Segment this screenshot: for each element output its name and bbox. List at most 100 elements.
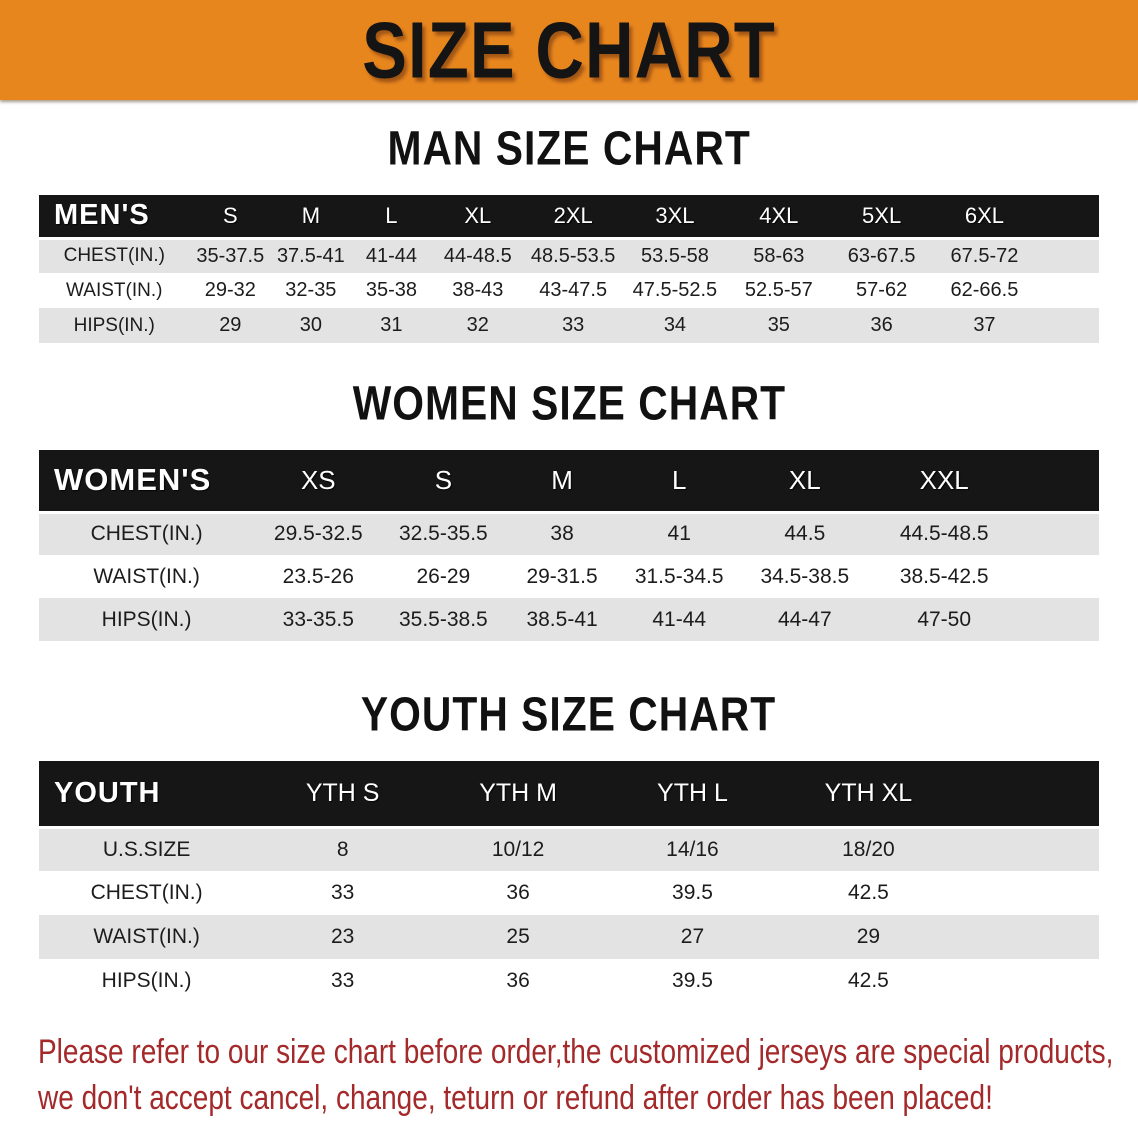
- column-header: XXL: [871, 450, 1018, 514]
- size-value-cell: 47-50: [917, 607, 972, 631]
- row-filler-cell: [957, 827, 1099, 871]
- size-value-cell: 41-44: [365, 244, 417, 267]
- size-value-cell: 57-62: [856, 279, 908, 301]
- disclaimer-line: we don't accept cancel, change, teturn o…: [38, 1078, 993, 1117]
- row-label: CHEST(IN.): [63, 245, 165, 267]
- size-value-cell: 38-43: [452, 279, 504, 301]
- youth-size-table: YOUTH YTH S YTH M YTH L YTH XL U.S.SIZE 8 10/12…: [39, 761, 1099, 1003]
- size-value-cell: 41-44: [652, 607, 707, 631]
- size-value-cell: 37: [973, 314, 996, 336]
- table-row: WAIST(IN.) 23 25 27 29: [39, 915, 1099, 959]
- size-value-cell: 34: [663, 314, 687, 336]
- column-header: M: [271, 195, 351, 240]
- size-value-cell: 43-47.5: [539, 279, 608, 301]
- size-value-cell: 52.5-57: [744, 279, 813, 301]
- row-filler-cell: [1017, 555, 1099, 598]
- size-value-cell: 23: [331, 925, 355, 948]
- row-label: WAIST(IN.): [93, 564, 200, 588]
- column-header: L: [619, 450, 739, 514]
- row-filler-cell: [1036, 273, 1099, 308]
- table-row: CHEST(IN.) 33 36 39.5 42.5: [39, 871, 1099, 915]
- size-value-cell: 27: [680, 925, 705, 948]
- size-value-cell: 33-35.5: [282, 607, 354, 631]
- size-value-cell: 48.5-53.5: [530, 244, 616, 267]
- size-value-cell: 33: [562, 314, 585, 336]
- column-header: 6XL: [932, 195, 1037, 240]
- size-value-cell: 36: [506, 969, 530, 992]
- table-row: WAIST(IN.) 23.5-26 26-29 29-31.5 31.5-34.5 34…: [39, 555, 1099, 598]
- size-table-header-row: WOMEN'S XS S M L XL XXL: [39, 450, 1099, 514]
- row-filler-cell: [1017, 598, 1099, 641]
- size-value-cell: 29.5-32.5: [273, 522, 363, 546]
- column-header: XL: [738, 450, 872, 514]
- size-table-header-row: MEN'S S M L XL 2XL 3XL 4XL 5XL 6XL: [39, 195, 1099, 240]
- column-header: S: [189, 195, 272, 240]
- row-filler-cell: [1036, 238, 1099, 273]
- size-value-cell: 29: [219, 314, 242, 336]
- row-label: WAIST(IN.): [66, 279, 163, 301]
- row-label: CHEST(IN.): [90, 881, 203, 904]
- table-title-cell: MEN'S: [39, 195, 190, 240]
- size-value-cell: 35-37.5: [196, 244, 265, 267]
- women-size-table: WOMEN'S XS S M L XL XXL CHEST(IN.) 29.5-32.5 32.5…: [39, 450, 1099, 641]
- size-value-cell: 36: [506, 881, 530, 904]
- size-value-cell: 38.5-41: [526, 607, 598, 631]
- size-value-cell: 30: [299, 314, 322, 336]
- size-value-cell: 29-31.5: [526, 564, 598, 588]
- column-header: XL: [432, 195, 524, 240]
- size-value-cell: 44.5: [784, 522, 826, 546]
- size-value-cell: 29-32: [204, 279, 256, 301]
- table-row: HIPS(IN.) 33 36 39.5 42.5: [39, 959, 1099, 1003]
- row-label: CHEST(IN.): [90, 522, 203, 546]
- size-value-cell: 32-35: [285, 279, 337, 301]
- size-value-cell: 67.5-72: [950, 244, 1019, 267]
- column-header: 5XL: [830, 195, 933, 240]
- table-row: HIPS(IN.) 33-35.5 35.5-38.5 38.5-41 41-44 44-…: [39, 598, 1099, 641]
- row-filler-cell: [957, 915, 1099, 959]
- header-filler-cell: [956, 761, 1099, 829]
- row-filler-cell: [957, 959, 1099, 1003]
- header-filler-cell: [1036, 195, 1099, 240]
- column-header: M: [504, 450, 620, 514]
- men-size-table: MEN'S S M L XL 2XL 3XL 4XL 5XL 6XL CHEST(IN.) 35-37…: [39, 195, 1099, 343]
- size-value-cell: 53.5-58: [641, 244, 709, 267]
- size-value-cell: 35: [767, 314, 790, 336]
- column-header: YTH XL: [779, 761, 957, 829]
- size-value-cell: 33: [331, 881, 355, 904]
- row-label: HIPS(IN.): [101, 969, 192, 992]
- table-row: CHEST(IN.) 35-37.5 37.5-41 41-44 44-48.5 48.5…: [39, 238, 1099, 273]
- size-value-cell: 47.5-52.5: [632, 279, 718, 301]
- row-filler-cell: [1036, 308, 1099, 343]
- size-value-cell: 25: [506, 925, 530, 948]
- column-header: 2XL: [523, 195, 623, 240]
- size-value-cell: 62-66.5: [950, 279, 1019, 301]
- size-value-cell: 26-29: [416, 564, 471, 588]
- header-filler-cell: [1017, 450, 1099, 514]
- column-header: 3XL: [623, 195, 727, 240]
- size-value-cell: 10/12: [491, 837, 545, 861]
- size-value-cell: 33: [331, 969, 355, 992]
- size-value-cell: 38.5-42.5: [899, 564, 989, 588]
- column-header: S: [382, 450, 505, 514]
- size-value-cell: 18/20: [842, 837, 895, 861]
- table-row: HIPS(IN.) 29 30 31 32 33 34 35 36 37: [39, 308, 1099, 343]
- column-header: YTH L: [605, 761, 780, 829]
- size-value-cell: 35.5-38.5: [398, 607, 488, 631]
- size-value-cell: 32.5-35.5: [398, 522, 488, 546]
- size-value-cell: 38: [550, 522, 574, 546]
- size-value-cell: 36: [870, 314, 893, 336]
- size-value-cell: 31: [380, 314, 403, 336]
- size-value-cell: 8: [336, 837, 349, 861]
- size-value-cell: 58-63: [753, 244, 805, 267]
- table-row: CHEST(IN.) 29.5-32.5 32.5-35.5 38 41 44.5 44.5…: [39, 512, 1099, 555]
- women-section-heading: WOMEN SIZE CHART: [352, 377, 786, 431]
- row-filler-cell: [1017, 512, 1099, 555]
- table-title-cell: WOMEN'S: [39, 450, 255, 514]
- size-value-cell: 31.5-34.5: [634, 564, 724, 588]
- size-value-cell: 39.5: [672, 969, 713, 992]
- size-value-cell: 44-48.5: [443, 244, 512, 267]
- size-table-header-row: YOUTH YTH S YTH M YTH L YTH XL: [39, 761, 1099, 829]
- row-label: U.S.SIZE: [102, 837, 191, 861]
- column-header: L: [350, 195, 433, 240]
- size-value-cell: 14/16: [666, 837, 719, 861]
